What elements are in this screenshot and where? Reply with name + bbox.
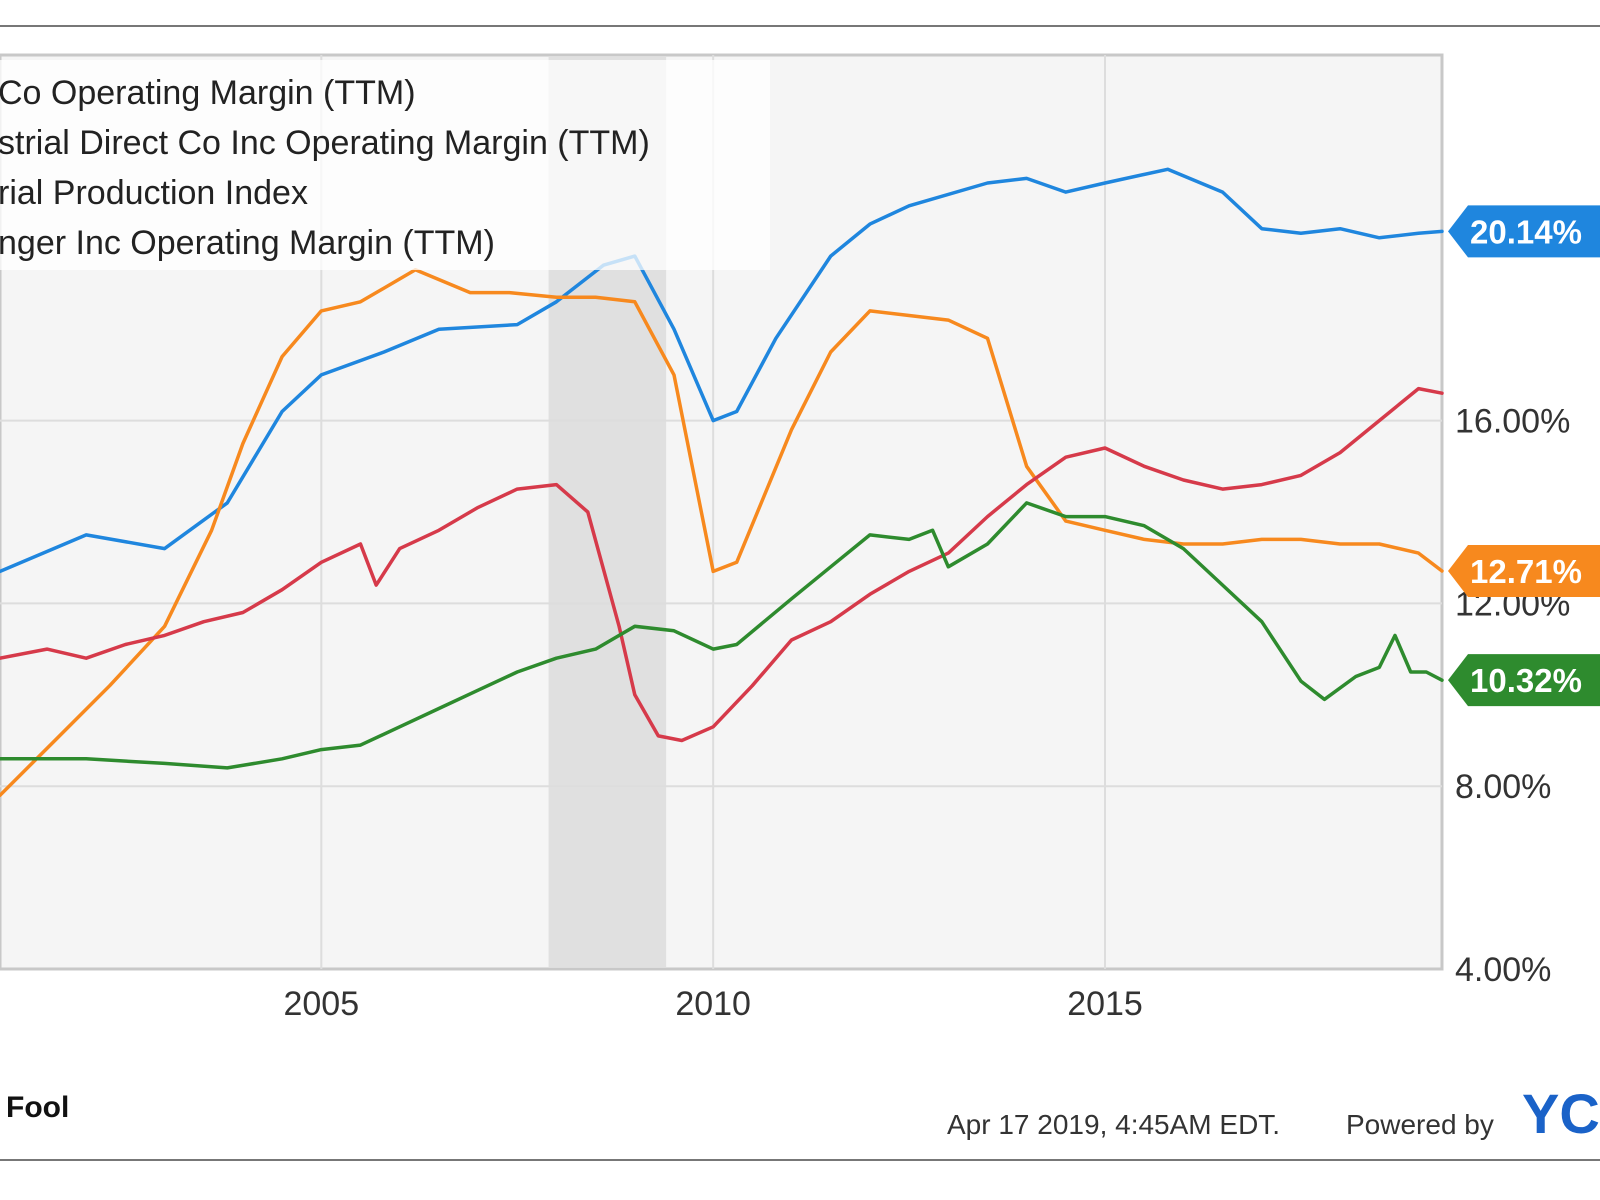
end-tag-1 bbox=[1448, 544, 1600, 597]
x-tick-label-2: 2015 bbox=[1067, 985, 1143, 1023]
footer-brand: Fool bbox=[6, 1091, 69, 1124]
end-tag-label-3: 10.32% bbox=[1470, 662, 1582, 699]
series-line-2 bbox=[0, 386, 1444, 743]
legend-item-2: rial Production Index bbox=[0, 174, 308, 212]
end-tag-label-1: 12.71% bbox=[1470, 553, 1582, 590]
y-tick-label-3: 16.00% bbox=[1455, 403, 1570, 441]
footer-powered-by: Powered by bbox=[1346, 1109, 1494, 1140]
footer-timestamp: Apr 17 2019, 4:45AM EDT. bbox=[947, 1109, 1280, 1140]
series-line-0 bbox=[0, 167, 1444, 574]
end-value-tags: 20.14% 12.71% 10.32% bbox=[1448, 205, 1600, 707]
legend-item-3: nger Inc Operating Margin (TTM) bbox=[0, 224, 495, 262]
x-axis: 2005 2010 2015 bbox=[283, 985, 1142, 1023]
legend-item-1: strial Direct Co Inc Operating Margin (T… bbox=[0, 124, 650, 162]
x-tick-label-0: 2005 bbox=[283, 985, 359, 1023]
y-tick-label-0: 4.00% bbox=[1455, 951, 1551, 989]
end-tag-0 bbox=[1448, 205, 1600, 258]
legend-item-0: Co Operating Margin (TTM) bbox=[0, 74, 416, 112]
series-layer bbox=[0, 167, 1444, 798]
x-tick-label-1: 2010 bbox=[675, 985, 751, 1023]
end-tag-3 bbox=[1448, 654, 1600, 707]
ycharts-logo: YC bbox=[1522, 1082, 1600, 1145]
legend-background bbox=[0, 60, 770, 270]
y-tick-label-1: 8.00% bbox=[1455, 768, 1551, 806]
series-line-1 bbox=[0, 268, 1444, 798]
legend: Co Operating Margin (TTM) strial Direct … bbox=[0, 60, 770, 270]
series-line-3 bbox=[0, 501, 1444, 770]
end-tag-label-0: 20.14% bbox=[1470, 213, 1582, 250]
